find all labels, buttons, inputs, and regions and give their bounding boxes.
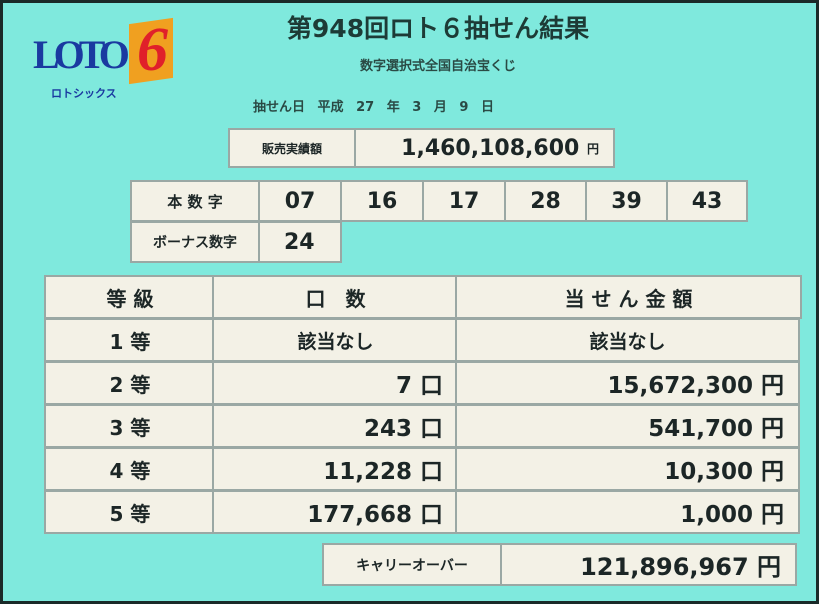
prize-amount: 10,300 円 bbox=[455, 447, 800, 491]
main-number: 07 bbox=[258, 180, 342, 222]
main-number: 43 bbox=[666, 180, 748, 222]
carryover-value: 121,896,967 円 bbox=[500, 543, 797, 586]
prize-rank: 1 等 bbox=[44, 318, 216, 362]
header-rank: 等 級 bbox=[44, 275, 216, 319]
prize-count: 該当なし bbox=[212, 318, 459, 362]
sales-amount: 1,460,108,600 bbox=[401, 135, 580, 161]
draw-date: 抽せん日 平成 27 年 3 月 9 日 bbox=[253, 96, 494, 115]
sales-label: 販売実績額 bbox=[228, 128, 356, 168]
date-year-unit: 年 bbox=[386, 100, 400, 115]
logo-kana: ロトシックス bbox=[51, 87, 117, 100]
prize-count: 243 口 bbox=[212, 404, 459, 448]
date-day: 9 bbox=[459, 100, 469, 115]
prize-rank: 5 等 bbox=[44, 490, 216, 534]
sales-unit: 円 bbox=[586, 141, 599, 156]
carryover-label: キャリーオーバー bbox=[322, 543, 502, 586]
prize-count: 177,668 口 bbox=[212, 490, 459, 534]
logo-text: LOTO bbox=[33, 32, 130, 77]
bonus-label: ボーナス数字 bbox=[130, 221, 260, 263]
date-label: 抽せん日 bbox=[253, 100, 306, 115]
date-era: 平成 bbox=[317, 100, 344, 115]
sales-value: 1,460,108,600 円 bbox=[354, 128, 615, 168]
date-month: 3 bbox=[412, 100, 422, 115]
header-amount: 当 せ ん 金 額 bbox=[455, 275, 802, 319]
results-screen: LOTO 6 ロトシックス 第948回ロト６抽せん結果 数字選択式全国自治宝くじ… bbox=[3, 3, 816, 601]
main-number: 17 bbox=[422, 180, 506, 222]
date-year: 27 bbox=[356, 100, 375, 115]
main-numbers-label: 本 数 字 bbox=[130, 180, 260, 222]
main-number: 16 bbox=[340, 180, 424, 222]
subtitle: 数字選択式全国自治宝くじ bbox=[359, 59, 516, 74]
prize-rank: 4 等 bbox=[44, 447, 216, 491]
prize-amount: 15,672,300 円 bbox=[455, 361, 800, 405]
page-title: 第948回ロト６抽せん結果 bbox=[286, 14, 590, 43]
prize-count: 11,228 口 bbox=[212, 447, 459, 491]
main-number: 28 bbox=[504, 180, 587, 222]
loto6-logo: LOTO 6 ロトシックス bbox=[33, 15, 193, 105]
prize-amount: 541,700 円 bbox=[455, 404, 800, 448]
prize-rank: 3 等 bbox=[44, 404, 216, 448]
prize-count: 7 口 bbox=[212, 361, 459, 405]
prize-amount: 1,000 円 bbox=[455, 490, 800, 534]
date-day-unit: 日 bbox=[480, 100, 494, 115]
bonus-number: 24 bbox=[258, 221, 342, 263]
prize-amount: 該当なし bbox=[455, 318, 800, 362]
header-count: 口 数 bbox=[212, 275, 459, 319]
prize-rank: 2 等 bbox=[44, 361, 216, 405]
main-number: 39 bbox=[585, 180, 668, 222]
date-month-unit: 月 bbox=[433, 100, 447, 115]
logo-digit: 6 bbox=[137, 16, 168, 84]
